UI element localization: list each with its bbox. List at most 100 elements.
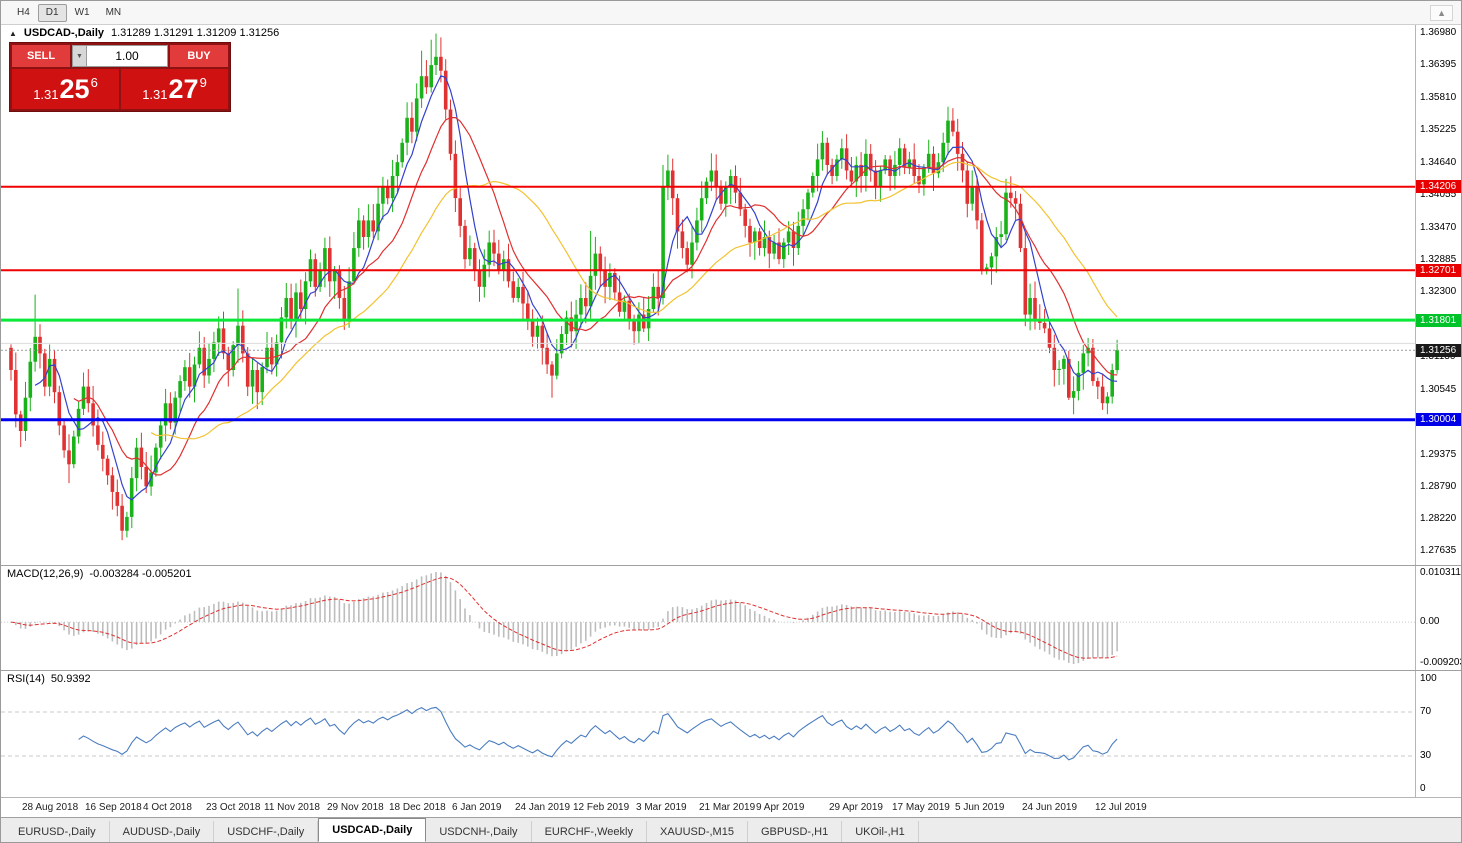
- macd-label: MACD(12,26,9) -0.003284 -0.005201: [7, 568, 192, 580]
- date-axis: 28 Aug 2018 16 Sep 2018 4 Oct 2018 23 Oct 2…: [1, 797, 1461, 817]
- rsi-name: RSI(14): [7, 673, 45, 685]
- chart-tab-bar: EURUSD-,Daily AUDUSD-,Daily USDCHF-,Daily U…: [1, 817, 1461, 842]
- buy-price-display[interactable]: 1.31 27 9: [121, 69, 228, 109]
- macd-canvas[interactable]: [1, 566, 1415, 670]
- rsi-axis-label: 100: [1420, 673, 1437, 684]
- date-axis-label: 4 Oct 2018: [143, 802, 192, 813]
- chart-title: ▲ USDCAD-,Daily 1.31289 1.31291 1.31209 …: [9, 27, 279, 39]
- chart-tab-gbpusd-h1[interactable]: GBPUSD-,H1: [748, 821, 843, 842]
- rsi-axis-label: 0: [1420, 783, 1426, 794]
- buy-price-base: 1.31: [142, 87, 168, 102]
- sell-price-display[interactable]: 1.31 25 6: [12, 69, 119, 109]
- price-axis-label: 1.30545: [1420, 384, 1457, 395]
- rsi-panel: RSI(14) 50.9392: [1, 671, 1415, 797]
- macd-axis: 0.010311 0.00 -0.009203: [1415, 566, 1461, 670]
- chart-tab-audusd-daily[interactable]: AUDUSD-,Daily: [110, 821, 215, 842]
- rsi-level-lines: [1, 711, 1415, 757]
- macd-axis-label: 0.010311: [1420, 567, 1461, 578]
- price-axis-label: 1.35225: [1420, 124, 1457, 135]
- date-axis-label: 12 Feb 2019: [573, 802, 630, 813]
- rsi-axis-label: 30: [1420, 750, 1432, 761]
- toolbar: H4 D1 W1 MN ▲: [1, 1, 1461, 25]
- macd-axis-label: -0.009203: [1420, 657, 1461, 668]
- price-axis-label: 1.29375: [1420, 449, 1457, 460]
- date-axis-label: 29 Apr 2019: [829, 802, 883, 813]
- chart-ohlc-values: 1.31289 1.31291 1.31209 1.31256: [111, 27, 280, 39]
- panel-toggle-icon[interactable]: ▲: [9, 28, 17, 38]
- timeframe-button-d1[interactable]: D1: [37, 3, 67, 22]
- price-axis-label: 1.36395: [1420, 59, 1457, 70]
- price-axis-label: 1.34055: [1420, 189, 1457, 200]
- macd-signal-line: [10, 576, 1118, 659]
- price-tag: 1.30004: [1416, 413, 1461, 426]
- chart-tab-usdcad-daily[interactable]: USDCAD-,Daily: [318, 818, 427, 842]
- panel-splitter[interactable]: [1, 670, 1461, 671]
- trade-panel-top-row: SELL ▼ BUY: [12, 45, 228, 67]
- macd-values: -0.003284 -0.005201: [89, 568, 192, 580]
- date-axis-label: 11 Nov 2018: [264, 802, 320, 813]
- date-axis-label: 23 Oct 2018: [206, 802, 261, 813]
- volume-dropdown-icon[interactable]: ▼: [72, 45, 87, 67]
- sell-price-point: 6: [90, 75, 98, 90]
- main-chart-canvas[interactable]: [1, 25, 1415, 565]
- price-axis-label: 1.28220: [1420, 513, 1457, 524]
- date-axis-label: 28 Aug 2018: [22, 802, 79, 813]
- panel-splitter[interactable]: [1, 565, 1461, 566]
- price-axis-label: 1.35810: [1420, 92, 1457, 103]
- date-axis-label: 29 Nov 2018: [327, 802, 384, 813]
- chart-tab-xauusd-m15[interactable]: XAUUSD-,M15: [647, 821, 748, 842]
- date-axis-label: 17 May 2019: [892, 802, 950, 813]
- chart-symbol-label: USDCAD-,Daily: [23, 27, 104, 39]
- price-tag: 1.31256: [1416, 344, 1461, 357]
- macd-name: MACD(12,26,9): [7, 568, 84, 580]
- macd-histogram: [15, 572, 1118, 664]
- rsi-axis-label: 70: [1420, 706, 1432, 717]
- chart-tab-usdchf-daily[interactable]: USDCHF-,Daily: [214, 821, 319, 842]
- macd-panel: MACD(12,26,9) -0.003284 -0.005201: [1, 566, 1415, 670]
- date-axis-label: 12 Jul 2019: [1095, 802, 1147, 813]
- date-axis-label: 5 Jun 2019: [955, 802, 1005, 813]
- chart-tab-usdcnh-daily[interactable]: USDCNH-,Daily: [426, 821, 532, 842]
- horizontal-level-lines[interactable]: [1, 185, 1415, 422]
- date-axis-label: 18 Dec 2018: [389, 802, 446, 813]
- price-axis-label: 1.34640: [1420, 157, 1457, 168]
- chart-tab-eurusd-daily[interactable]: EURUSD-,Daily: [5, 821, 110, 842]
- timeframe-buttons: H4 D1 W1 MN: [9, 3, 129, 22]
- timeframe-button-h4[interactable]: H4: [17, 6, 30, 18]
- date-axis-label: 9 Apr 2019: [756, 802, 805, 813]
- sell-price-base: 1.31: [33, 87, 59, 102]
- price-tag: 1.34206: [1416, 180, 1461, 193]
- price-axis-label: 1.32885: [1420, 254, 1457, 265]
- price-axis-label: 1.28790: [1420, 481, 1457, 492]
- volume-control: ▼: [72, 45, 168, 67]
- price-tag: 1.32701: [1416, 264, 1461, 277]
- toolbar-overflow-icon[interactable]: ▲: [1430, 4, 1453, 21]
- rsi-value: 50.9392: [50, 673, 91, 685]
- moving-average-lines: [34, 75, 1118, 501]
- timeframe-button-mn[interactable]: MN: [105, 6, 122, 18]
- timeframe-button-w1[interactable]: W1: [74, 6, 90, 18]
- sell-price-pips: 25: [59, 73, 90, 104]
- volume-input[interactable]: [87, 45, 168, 67]
- price-axis-label: 1.33470: [1420, 222, 1457, 233]
- buy-button[interactable]: BUY: [170, 45, 228, 67]
- date-axis-label: 6 Jan 2019: [452, 802, 502, 813]
- buy-price-point: 9: [199, 75, 207, 90]
- date-axis-label: 24 Jun 2019: [1022, 802, 1078, 813]
- macd-row: MACD(12,26,9) -0.003284 -0.005201 0.01031…: [1, 566, 1461, 670]
- price-axis-label: 1.27635: [1420, 545, 1457, 556]
- date-axis-label: 21 Mar 2019: [699, 802, 756, 813]
- price-axis-label: 1.36980: [1420, 27, 1457, 38]
- date-axis-label: 16 Sep 2018: [85, 802, 142, 813]
- trade-panel-price-row: 1.31 25 6 1.31 27 9: [12, 69, 228, 109]
- rsi-row: RSI(14) 50.9392 100 70 30 0: [1, 671, 1461, 797]
- candle-bodies: [9, 56, 1119, 531]
- chart-tab-ukoil-h1[interactable]: UKOil-,H1: [842, 821, 919, 842]
- chart-tab-eurchf-weekly[interactable]: EURCHF-,Weekly: [532, 821, 647, 842]
- rsi-canvas[interactable]: [1, 671, 1415, 797]
- price-tag: 1.31801: [1416, 314, 1461, 327]
- price-axis-label: 1.32300: [1420, 286, 1457, 297]
- buy-price-pips: 27: [168, 73, 199, 104]
- sell-button[interactable]: SELL: [12, 45, 70, 67]
- rsi-axis: 100 70 30 0: [1415, 671, 1461, 797]
